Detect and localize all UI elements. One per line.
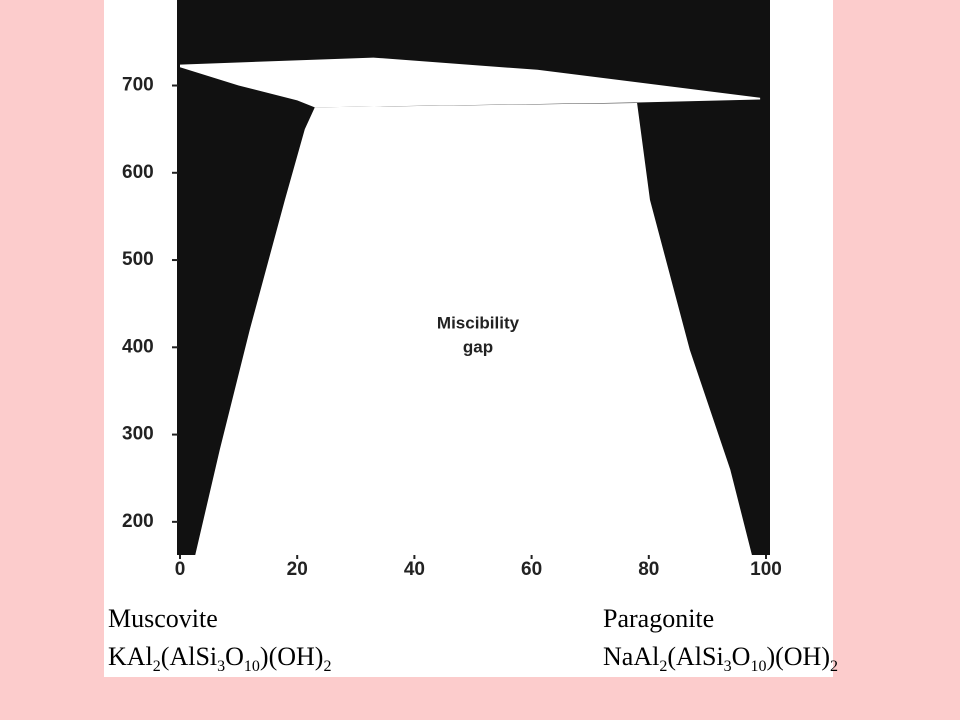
y-tick-label: 400: [122, 336, 154, 357]
x-tick-label: 40: [404, 559, 425, 580]
end-member-formula: NaAl2(AlSi3O10)(OH)2: [603, 642, 838, 675]
x-tick-label: 20: [287, 559, 308, 580]
x-tick-label: 0: [175, 559, 186, 580]
end-member-formula: KAl2(AlSi3O10)(OH)2: [108, 642, 332, 675]
end-member-name: Paragonite: [603, 604, 715, 633]
single-phase-field: [195, 102, 752, 556]
annotation: gap: [463, 337, 493, 356]
y-tick-label: 300: [122, 424, 154, 445]
single-phase-field: [180, 57, 761, 108]
y-tick-label: 200: [122, 511, 154, 532]
x-tick-label: 80: [638, 559, 659, 580]
x-tick-label: 100: [750, 559, 782, 580]
end-member-name: Muscovite: [108, 604, 218, 633]
y-tick-label: 500: [122, 249, 154, 270]
y-tick-label: 600: [122, 162, 154, 183]
y-tick-label: 700: [122, 75, 154, 96]
annotation: Miscibility: [437, 313, 520, 332]
x-tick-label: 60: [521, 559, 542, 580]
